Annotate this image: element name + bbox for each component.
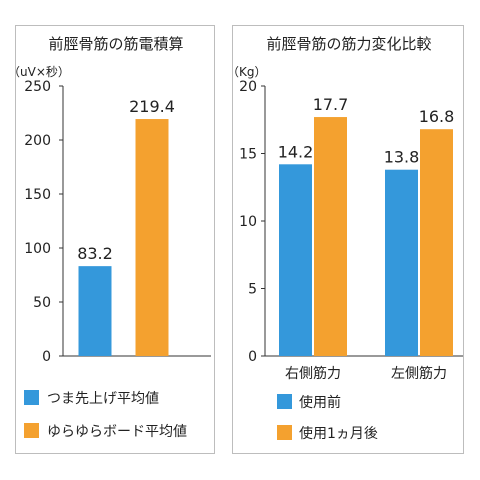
legend-swatch xyxy=(24,390,39,405)
y-tick-label: 5 xyxy=(248,282,257,298)
y-tick-label: 150 xyxy=(24,187,51,203)
y-tick-label: 20 xyxy=(239,79,257,95)
legend-swatch xyxy=(277,394,292,409)
data-label: 13.8 xyxy=(384,148,420,167)
legend-label: 使用1ヵ月後 xyxy=(299,425,378,442)
y-tick-label: 0 xyxy=(248,349,257,365)
bar-after-right xyxy=(314,117,347,356)
strength-chart-svg: 前脛骨筋の筋力変化比較 （Kg） 0 5 10 15 20 14.2 17.7 13.8 16… xyxy=(227,35,463,442)
y-tick-label: 250 xyxy=(24,79,51,95)
legend-label: 使用前 xyxy=(299,394,341,411)
y-tick-label: 0 xyxy=(42,349,51,365)
legend-label: つま先上げ平均値 xyxy=(47,391,159,407)
data-label: 83.2 xyxy=(77,244,113,263)
x-category-label: 左側筋力 xyxy=(391,365,447,382)
legend-swatch xyxy=(277,425,292,440)
legend-label: ゆらゆらボード平均値 xyxy=(47,424,187,440)
y-tick-label: 50 xyxy=(33,295,51,311)
data-label: 17.7 xyxy=(313,95,349,114)
bar-board xyxy=(135,119,169,356)
bar-after-left xyxy=(420,129,453,356)
data-label: 14.2 xyxy=(278,142,314,161)
y-tick-label: 200 xyxy=(24,133,51,149)
emg-chart-svg: 前脛骨筋の筋電積算 （uV×秒） 0 50 100 150 200 250 83.2 219… xyxy=(8,35,211,440)
y-unit-label: （Kg） xyxy=(227,65,267,79)
bar-before-right xyxy=(279,164,312,356)
y-tick-label: 10 xyxy=(239,214,257,230)
chart-title: 前脛骨筋の筋電積算 xyxy=(48,35,183,53)
chart-title: 前脛骨筋の筋力変化比較 xyxy=(266,35,431,53)
bar-before-left xyxy=(385,169,418,356)
legend-swatch xyxy=(24,423,39,438)
data-label: 16.8 xyxy=(419,107,455,126)
chart-panel-strength: 前脛骨筋の筋力変化比較 （Kg） 0 5 10 15 20 14.2 17.7 13.8 16… xyxy=(227,25,464,454)
y-tick-label: 100 xyxy=(24,241,51,257)
chart-panel-emg: 前脛骨筋の筋電積算 （uV×秒） 0 50 100 150 200 250 83.2 219… xyxy=(8,25,215,454)
y-tick-label: 15 xyxy=(239,147,257,163)
bar-toe-raise xyxy=(78,266,112,356)
data-label: 219.4 xyxy=(129,97,175,116)
y-unit-label: （uV×秒） xyxy=(8,65,70,79)
x-category-label: 右側筋力 xyxy=(285,365,341,382)
